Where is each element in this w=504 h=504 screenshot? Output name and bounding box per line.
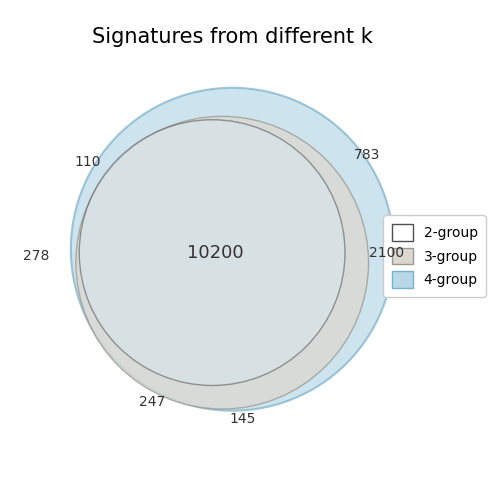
- Text: 278: 278: [23, 249, 49, 263]
- Text: 145: 145: [229, 412, 256, 426]
- Text: 2100: 2100: [368, 245, 404, 260]
- Text: 783: 783: [353, 148, 380, 162]
- Circle shape: [71, 88, 394, 411]
- Text: 10200: 10200: [187, 243, 244, 262]
- Text: 247: 247: [139, 395, 165, 409]
- Circle shape: [76, 116, 368, 409]
- Text: 110: 110: [75, 155, 101, 169]
- Circle shape: [79, 120, 345, 386]
- Legend: 2-group, 3-group, 4-group: 2-group, 3-group, 4-group: [384, 215, 486, 297]
- Title: Signatures from different k: Signatures from different k: [92, 27, 372, 47]
